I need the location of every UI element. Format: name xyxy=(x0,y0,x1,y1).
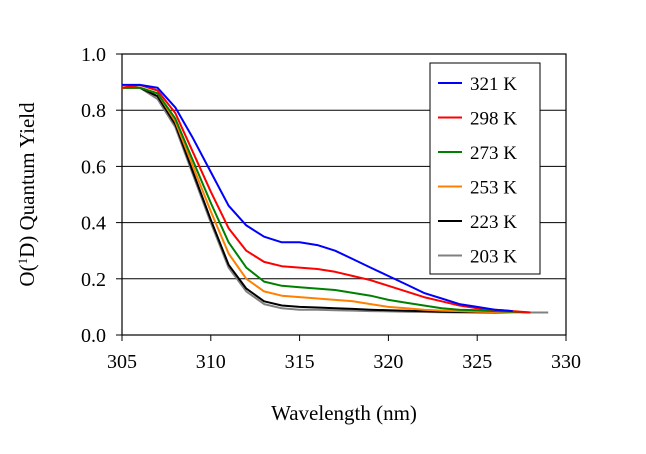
y-axis-title: O(1D) Quantum Yield xyxy=(15,102,40,287)
series-lines xyxy=(121,83,549,314)
y-tick-label: 0.8 xyxy=(81,100,106,122)
y-tick-label: 0.2 xyxy=(81,269,106,291)
x-tick-label: 305 xyxy=(107,351,137,373)
y-axis-title-suffix: D) Quantum Yield xyxy=(15,102,39,258)
legend-label: 298 K xyxy=(470,109,517,130)
y-tick-label: 0.4 xyxy=(81,213,106,235)
x-tick-label: 320 xyxy=(373,351,403,373)
y-tick-labels: 0.0 0.2 0.4 0.6 0.8 1.0 xyxy=(81,44,106,347)
legend-box xyxy=(429,62,541,275)
x-tick-label: 310 xyxy=(196,351,226,373)
series-line-253k xyxy=(122,86,531,314)
x-tick-label: 315 xyxy=(285,351,315,373)
legend-label: 203 K xyxy=(470,247,517,268)
x-tick-labels: 305 310 315 320 325 330 xyxy=(107,351,581,373)
legend-label: 253 K xyxy=(470,178,517,199)
plot-area-frame xyxy=(121,53,567,336)
y-axis-title-superscript: 1 xyxy=(15,258,30,265)
x-axis-title: Wavelength (nm) xyxy=(271,401,417,425)
series-line-273k xyxy=(122,86,531,314)
legend-items: 321 K 298 K 273 K 253 K 223 K 203 K xyxy=(438,74,517,268)
y-tick-label: 1.0 xyxy=(81,44,106,66)
legend: 321 K 298 K 273 K 253 K 223 K 203 K xyxy=(429,62,541,275)
series-line-321k xyxy=(122,83,513,313)
y-tick-label: 0.6 xyxy=(81,156,106,178)
legend-label: 273 K xyxy=(470,143,517,164)
legend-label: 223 K xyxy=(470,212,517,233)
legend-label: 321 K xyxy=(470,74,517,95)
y-tick-label: 0.0 xyxy=(81,325,106,347)
y-axis-title-prefix: O( xyxy=(15,264,39,286)
axis-ticks xyxy=(116,53,567,341)
series-line-298k xyxy=(121,83,531,314)
x-tick-label: 325 xyxy=(462,351,492,373)
x-tick-label: 330 xyxy=(551,351,581,373)
